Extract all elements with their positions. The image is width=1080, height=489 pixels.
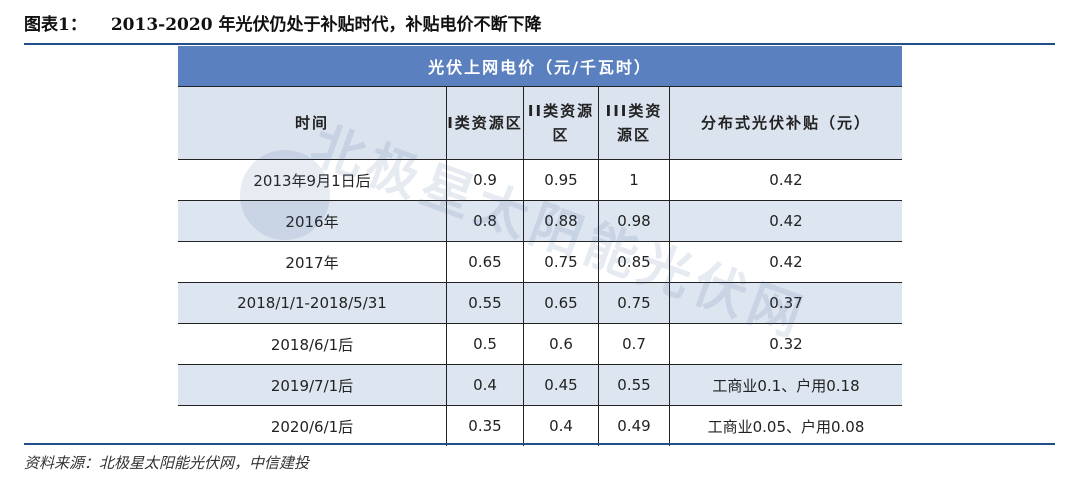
table-cell: 2017年 xyxy=(178,241,447,283)
table-cell: 0.6 xyxy=(523,323,599,365)
table-cell: 0.95 xyxy=(523,159,599,201)
table-cell: 0.75 xyxy=(598,282,670,324)
watermark-logo xyxy=(240,150,330,240)
table-cell: 0.5 xyxy=(446,323,524,365)
table-cell: 0.55 xyxy=(598,364,670,406)
header-distributed: 分布式光伏补贴（元） xyxy=(669,86,902,160)
table-cell: 0.32 xyxy=(669,323,902,365)
table-row: 2018/1/1-2018/5/31 0.55 0.65 0.75 0.37 xyxy=(178,282,902,324)
table-cell: 工商业0.1、户用0.18 xyxy=(669,364,902,406)
table-cell: 0.42 xyxy=(669,241,902,283)
figure-label: 图表1： xyxy=(24,15,87,35)
source-note: 资料来源：北极星太阳能光伏网，中信建投 xyxy=(24,454,310,472)
table-row: 2018/6/1后 0.5 0.6 0.7 0.32 xyxy=(178,323,902,365)
table-cell: 0.65 xyxy=(446,241,524,283)
table-cell: 0.4 xyxy=(446,364,524,406)
table-row: 2020/6/1后 0.35 0.4 0.49 工商业0.05、户用0.08 xyxy=(178,405,902,446)
figure-title: 图表1： 2013-2020 年光伏仍处于补贴时代，补贴电价不断下降 xyxy=(24,10,541,35)
table-cell: 0.98 xyxy=(598,200,670,242)
figure-title-text: 2013-2020 年光伏仍处于补贴时代，补贴电价不断下降 xyxy=(110,15,542,35)
table-cell: 0.8 xyxy=(446,200,524,242)
table-cell: 2018/6/1后 xyxy=(178,323,447,365)
table-cell: 0.35 xyxy=(446,405,524,446)
header-time: 时间 xyxy=(178,86,447,160)
table-cell: 0.7 xyxy=(598,323,670,365)
table-cell: 0.37 xyxy=(669,282,902,324)
table-cell: 0.49 xyxy=(598,405,670,446)
table-cell: 0.45 xyxy=(523,364,599,406)
table-cell: 0.4 xyxy=(523,405,599,446)
table-cell: 0.88 xyxy=(523,200,599,242)
top-rule xyxy=(24,43,1055,45)
table-cell: 工商业0.05、户用0.08 xyxy=(669,405,902,446)
table-cell: 0.85 xyxy=(598,241,670,283)
table-cell: 2016年 xyxy=(178,200,447,242)
table-cell: 0.42 xyxy=(669,159,902,201)
header-zone3: III类资源区 xyxy=(598,86,670,160)
table-cell: 1 xyxy=(598,159,670,201)
table-cell: 0.55 xyxy=(446,282,524,324)
table-cell: 0.75 xyxy=(523,241,599,283)
table-cell: 0.42 xyxy=(669,200,902,242)
price-table: 光伏上网电价（元/千瓦时） 时间 I类资源区 II类资源区 III类资源区 分布… xyxy=(178,46,902,446)
table-title: 光伏上网电价（元/千瓦时） xyxy=(178,46,902,87)
table-cell: 0.65 xyxy=(523,282,599,324)
table-row: 2016年 0.8 0.88 0.98 0.42 xyxy=(178,200,902,242)
table-cell: 2020/6/1后 xyxy=(178,405,447,446)
bottom-rule xyxy=(24,443,1055,445)
header-zone2: II类资源区 xyxy=(523,86,599,160)
table-cell: 2019/7/1后 xyxy=(178,364,447,406)
table-cell: 2013年9月1日后 xyxy=(178,159,447,201)
table-row: 2019/7/1后 0.4 0.45 0.55 工商业0.1、户用0.18 xyxy=(178,364,902,406)
table-cell: 0.9 xyxy=(446,159,524,201)
table-row: 2017年 0.65 0.75 0.85 0.42 xyxy=(178,241,902,283)
table-cell: 2018/1/1-2018/5/31 xyxy=(178,282,447,324)
header-zone1: I类资源区 xyxy=(446,86,524,160)
